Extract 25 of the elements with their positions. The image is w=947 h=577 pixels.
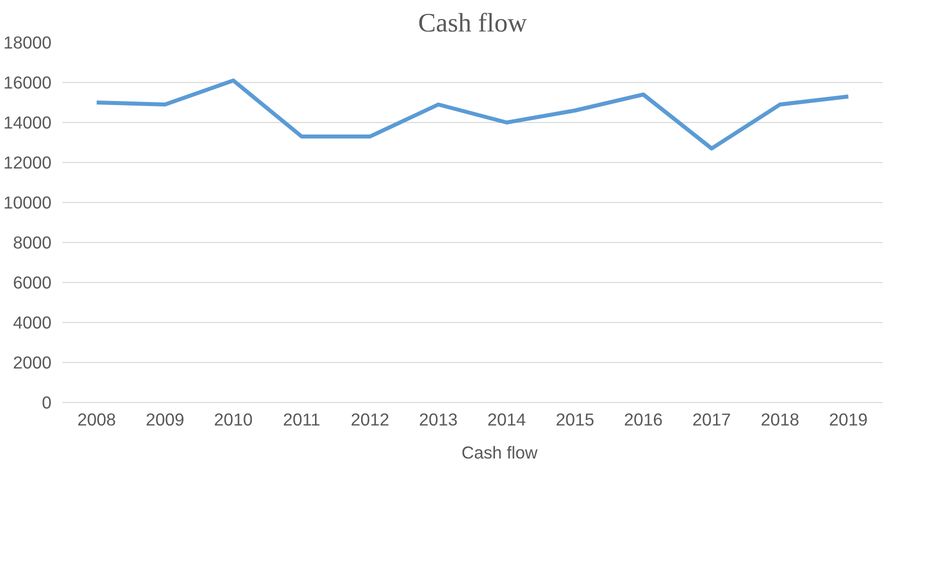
x-tick-label: 2011 [283,410,320,430]
y-tick-label: 6000 [12,272,52,292]
x-tick-label: 2012 [350,410,390,430]
x-tick-label: 2009 [146,410,184,430]
x-tick-label: 2019 [829,410,868,430]
y-tick-label: 0 [42,392,52,412]
y-tick-label: 12000 [3,152,52,172]
x-tick-label: 2018 [760,410,800,430]
y-tick-label: 18000 [3,32,52,52]
x-tick-label: 2014 [487,410,526,430]
chart-title: Cash flow [418,8,528,38]
y-tick-label: 4000 [12,312,52,332]
x-tick-label: 2008 [77,410,116,430]
y-tick-label: 2000 [12,352,52,372]
x-tick-label: 2010 [214,410,253,430]
x-tick-label: 2016 [624,410,663,430]
x-tick-label: 2015 [556,410,594,430]
y-tick-label: 16000 [3,72,52,92]
y-tick-label: 10000 [3,192,52,212]
y-tick-label: 8000 [12,232,52,252]
text: Cash flow [461,442,538,464]
x-tick-label: 2013 [419,410,458,430]
y-tick-label: 14000 [3,112,52,132]
line-series [94,78,850,150]
x-tick-label: 2017 [692,410,731,430]
